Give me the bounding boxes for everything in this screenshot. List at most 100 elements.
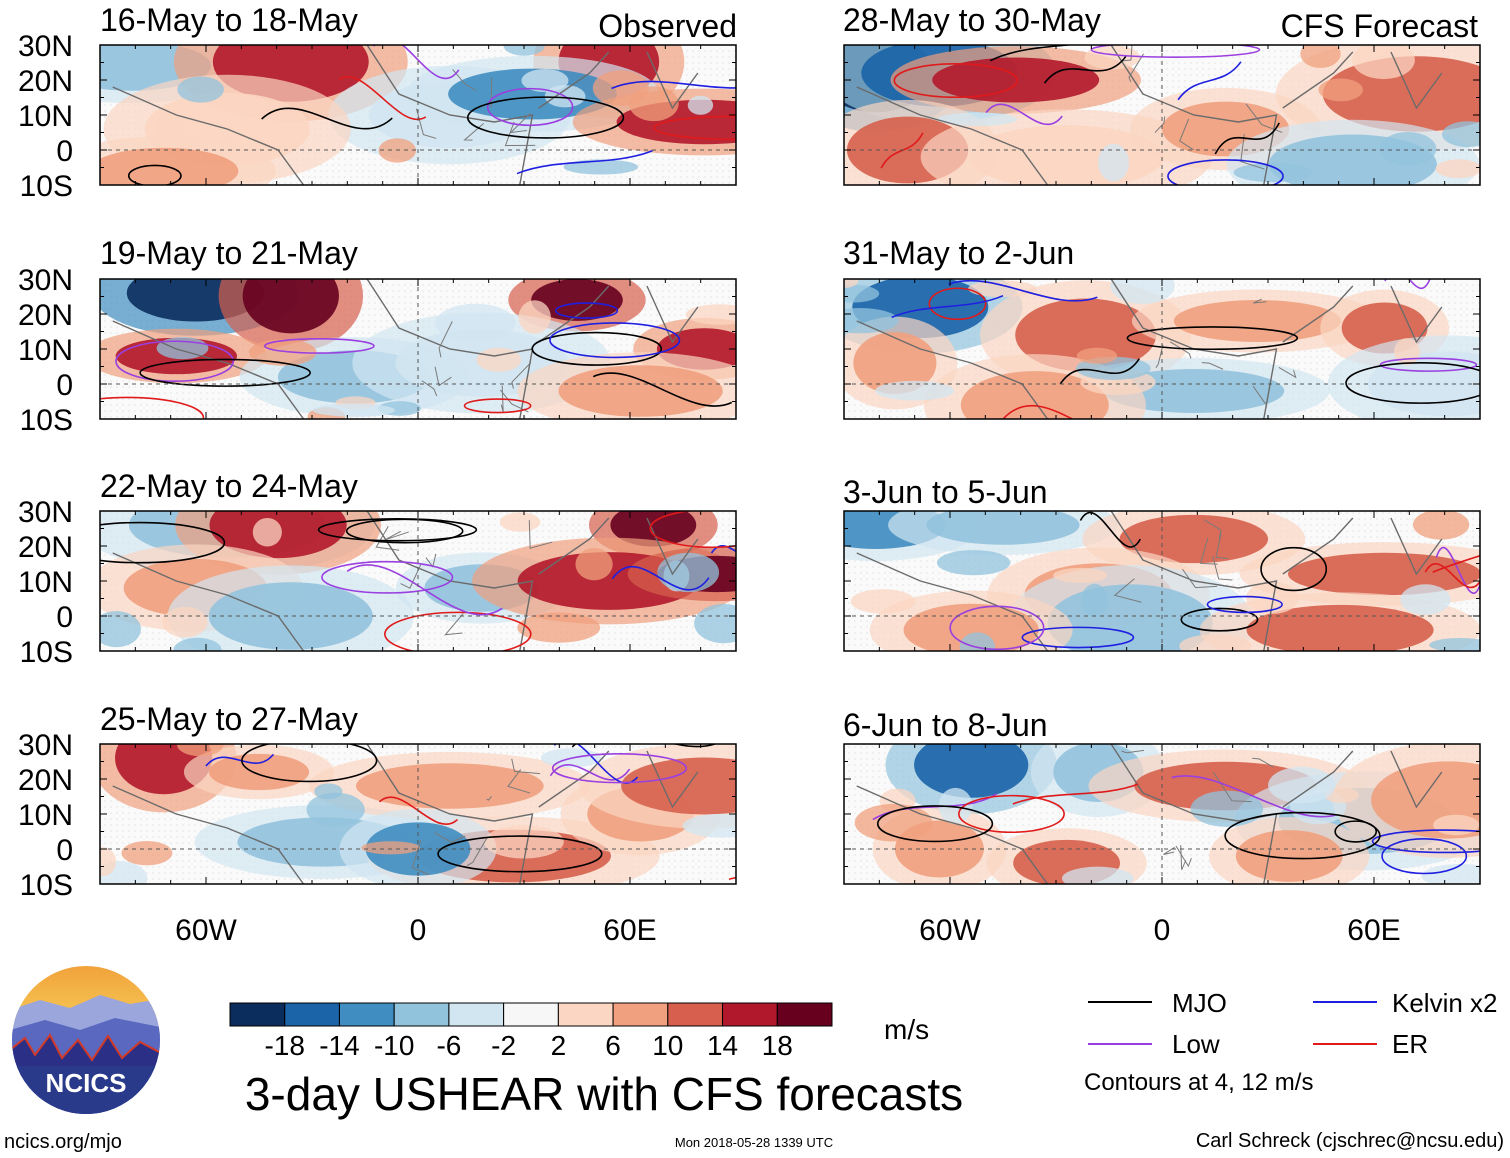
colorbar-swatch [229, 1002, 286, 1027]
shear-shading [1429, 638, 1480, 651]
wave-contour [1079, 511, 1141, 548]
shear-shading [173, 637, 222, 651]
border-line [1203, 519, 1222, 540]
border-line [1175, 845, 1192, 868]
lat-tick-label: 20N [18, 764, 73, 797]
lat-tick-label: 0 [56, 601, 73, 634]
lat-tick-label: 10N [18, 566, 73, 599]
shear-shading [960, 371, 1109, 419]
lat-tick-label: 30N [18, 30, 73, 63]
wave-contour [1012, 783, 1139, 805]
coastline [366, 45, 534, 185]
border-line [463, 122, 485, 141]
shear-shading [1433, 814, 1480, 836]
lat-tick-label: 10N [18, 100, 73, 133]
coastline [112, 86, 305, 185]
legend-label-low: Low [1172, 1029, 1220, 1059]
wave-contour [1167, 159, 1284, 185]
wave-contour [1021, 626, 1135, 649]
wave-contour [880, 132, 924, 169]
coastline [112, 785, 305, 884]
colorbar-label: -2 [491, 1030, 516, 1061]
coastline [112, 320, 305, 419]
latitude-labels: 30N20N10N010S30N20N10N010S30N20N10N010S3… [18, 30, 73, 902]
shear-shading [959, 632, 996, 651]
shear-shading [1110, 279, 1175, 305]
wave-contour [241, 744, 378, 783]
wave-contour [948, 279, 1098, 302]
wave-contour [611, 565, 710, 591]
shear-shading [252, 517, 282, 547]
map-panel [99, 510, 737, 652]
border-line [452, 69, 477, 92]
lat-tick-label: 10N [18, 334, 73, 367]
border-line [1121, 749, 1145, 754]
coastline [1282, 51, 1354, 109]
shear-shading [1235, 830, 1343, 882]
wave-contour [1432, 554, 1480, 573]
border-line [1252, 757, 1274, 768]
shear-shading [850, 589, 916, 614]
wave-contour [1043, 55, 1127, 84]
panel-title: 22-May to 24-May [100, 468, 358, 504]
wave-contour [949, 605, 1045, 651]
wave-contour [592, 372, 733, 407]
shear-shading [854, 803, 933, 842]
shear-shading [844, 307, 899, 334]
source-url: ncics.org/mjo [4, 1131, 122, 1153]
coastline [646, 750, 699, 809]
lon-tick-label: 60E [603, 914, 656, 947]
lon-tick-label: 60E [1347, 914, 1400, 947]
wave-contour [466, 96, 625, 139]
coastline [1390, 285, 1443, 344]
coastline [1390, 51, 1443, 110]
wave-contour [437, 835, 603, 873]
shear-shading [936, 550, 1011, 576]
border-line [1200, 537, 1218, 565]
shear-shading [1442, 121, 1480, 148]
wave-contour [985, 103, 1063, 126]
wave-contour [127, 164, 182, 185]
border-line [511, 362, 532, 389]
lon-tick-label: 60W [919, 914, 981, 947]
shear-shading [177, 76, 224, 103]
wave-contour [1224, 811, 1381, 860]
shear-shading [1318, 78, 1363, 102]
lon-tick-label: 0 [410, 914, 427, 947]
colorbar: -18 -14 -10 -6 -2 2 6 10 14 18 [229, 1002, 833, 1061]
lon-tick-label: 0 [1154, 914, 1171, 947]
wave-contour [551, 752, 688, 784]
shear-shading [932, 57, 1100, 103]
shear-shading [100, 847, 116, 877]
border-line [1252, 385, 1268, 409]
border-line [1154, 116, 1166, 133]
coastline [856, 320, 1049, 419]
coastline [856, 785, 1049, 884]
wave-contour [1345, 362, 1480, 404]
coastline [856, 552, 1049, 651]
map-panel [99, 44, 737, 186]
shear-shading [208, 582, 373, 650]
shear-shading [1379, 132, 1437, 166]
map-panel [99, 743, 737, 885]
shear-shading [1352, 45, 1415, 80]
shear-shading [100, 147, 239, 185]
shear-shading [155, 111, 186, 144]
colorbar-swatch [393, 1002, 450, 1027]
shear-shading [518, 300, 551, 334]
colorbar-swatch [667, 1002, 724, 1027]
shear-shading [1288, 552, 1480, 596]
lat-tick-label: 30N [18, 729, 73, 762]
map-panel [99, 278, 737, 420]
wave-contour [1003, 404, 1075, 419]
panel-title: 31-May to 2-Jun [843, 235, 1074, 271]
border-line [1212, 556, 1233, 581]
shear-shading [1119, 514, 1269, 564]
forecast-label: CFS Forecast [1281, 8, 1478, 44]
coastline [366, 511, 534, 651]
shear-shading [314, 783, 343, 800]
wave-contour [1371, 829, 1480, 854]
border-line [1155, 344, 1164, 368]
coastline [538, 51, 610, 109]
